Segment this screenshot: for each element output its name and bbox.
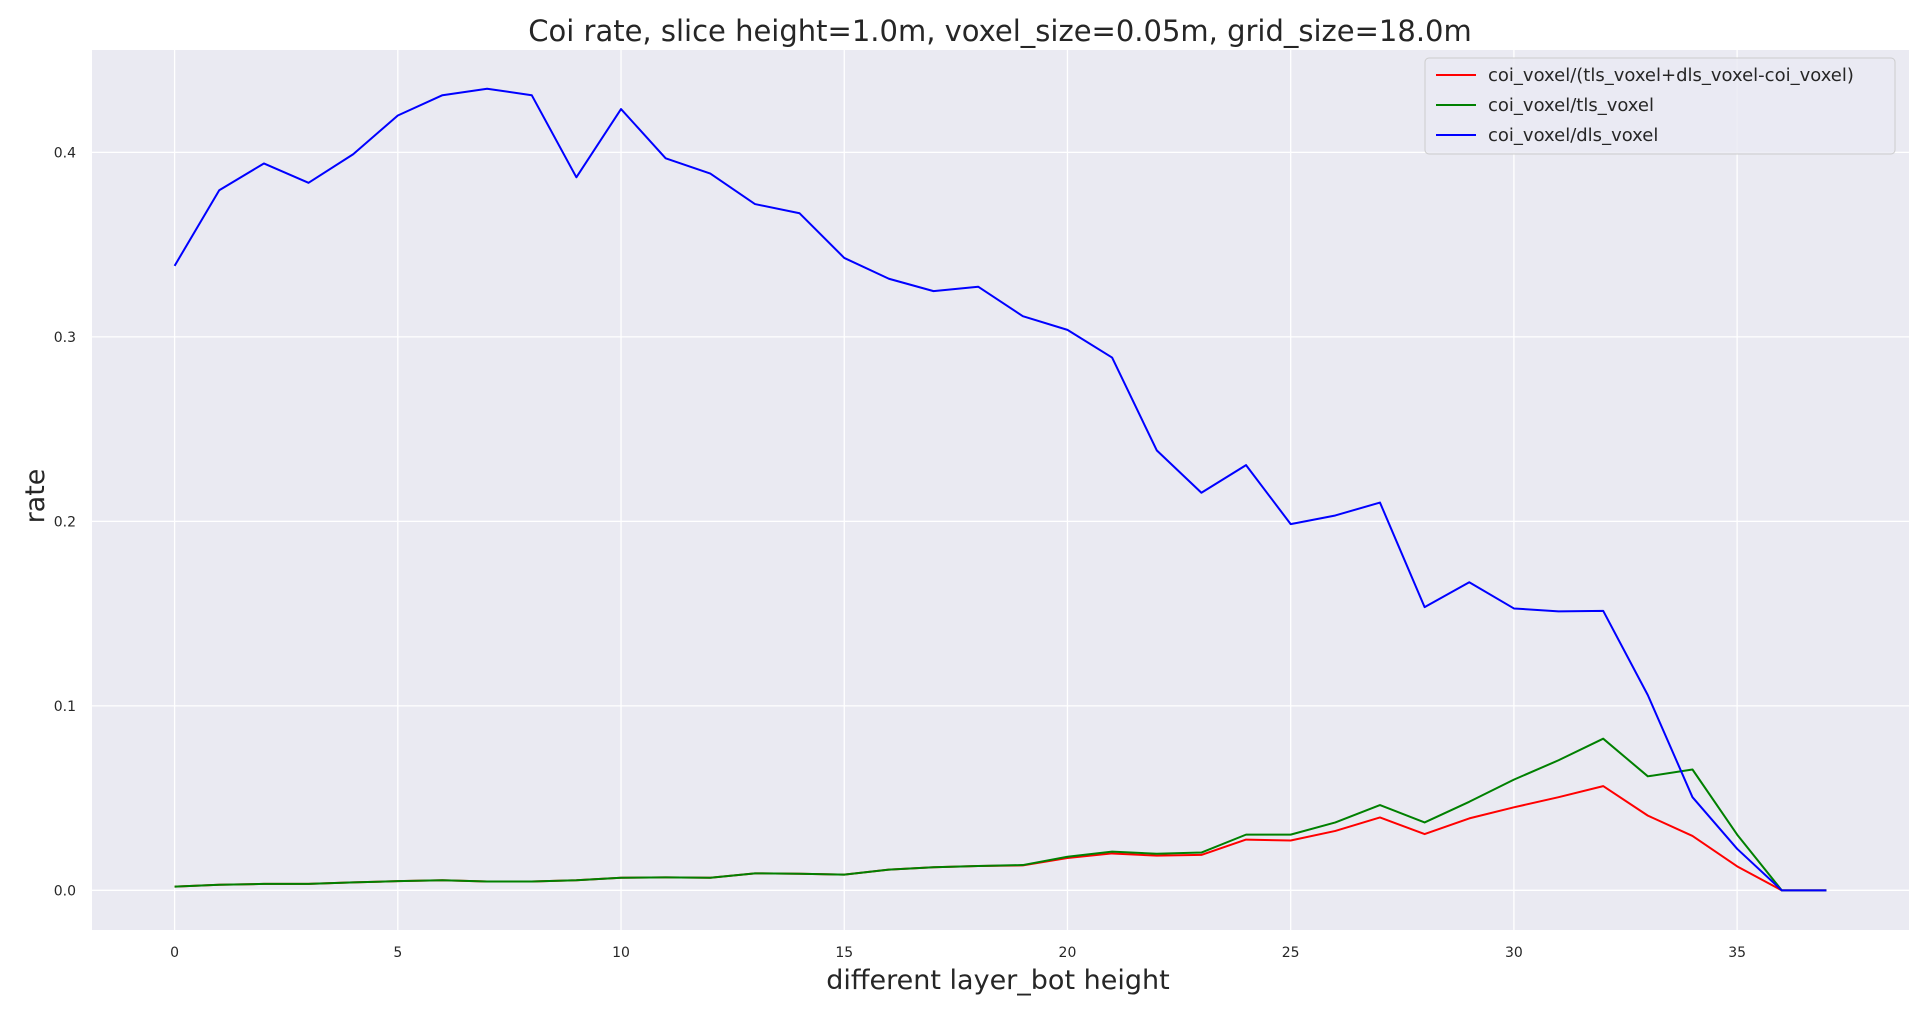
y-tick-label: 0.2	[54, 514, 76, 530]
y-tick-label: 0.0	[54, 883, 76, 899]
x-tick-label: 5	[393, 945, 402, 961]
legend-label-2: coi_voxel/tls_voxel	[1488, 95, 1654, 116]
x-tick-label: 20	[1059, 945, 1077, 961]
x-tick-label: 30	[1505, 945, 1523, 961]
x-tick-label: 35	[1728, 945, 1746, 961]
legend-label-3: coi_voxel/dls_voxel	[1488, 125, 1658, 146]
series-line-2	[174, 737, 1827, 892]
plot-area	[92, 50, 1909, 930]
x-tick-label: 10	[612, 945, 630, 961]
legend: coi_voxel/(tls_voxel+dls_voxel-coi_voxel…	[1424, 57, 1896, 155]
y-axis-label: rate	[20, 469, 51, 524]
x-tick-label: 25	[1282, 945, 1300, 961]
y-tick-label: 0.1	[54, 699, 76, 715]
x-tick-label: 15	[835, 945, 853, 961]
tick-labels: 0 5 10 15 20 25 30 35 0.0 0.1 0.2 0.3 0.4	[54, 145, 1746, 961]
chart-title: Coi rate, slice height=1.0m, voxel_size=…	[528, 14, 1472, 48]
y-tick-label: 0.4	[54, 145, 76, 161]
legend-label-1: coi_voxel/(tls_voxel+dls_voxel-coi_voxel…	[1488, 65, 1854, 86]
y-tick-label: 0.3	[54, 330, 76, 346]
series-line-3	[173, 87, 1827, 892]
series-layer	[173, 87, 1827, 892]
x-tick-label: 0	[170, 945, 179, 961]
x-axis-label: different layer_bot height	[826, 965, 1169, 996]
legend-box	[1424, 57, 1896, 155]
